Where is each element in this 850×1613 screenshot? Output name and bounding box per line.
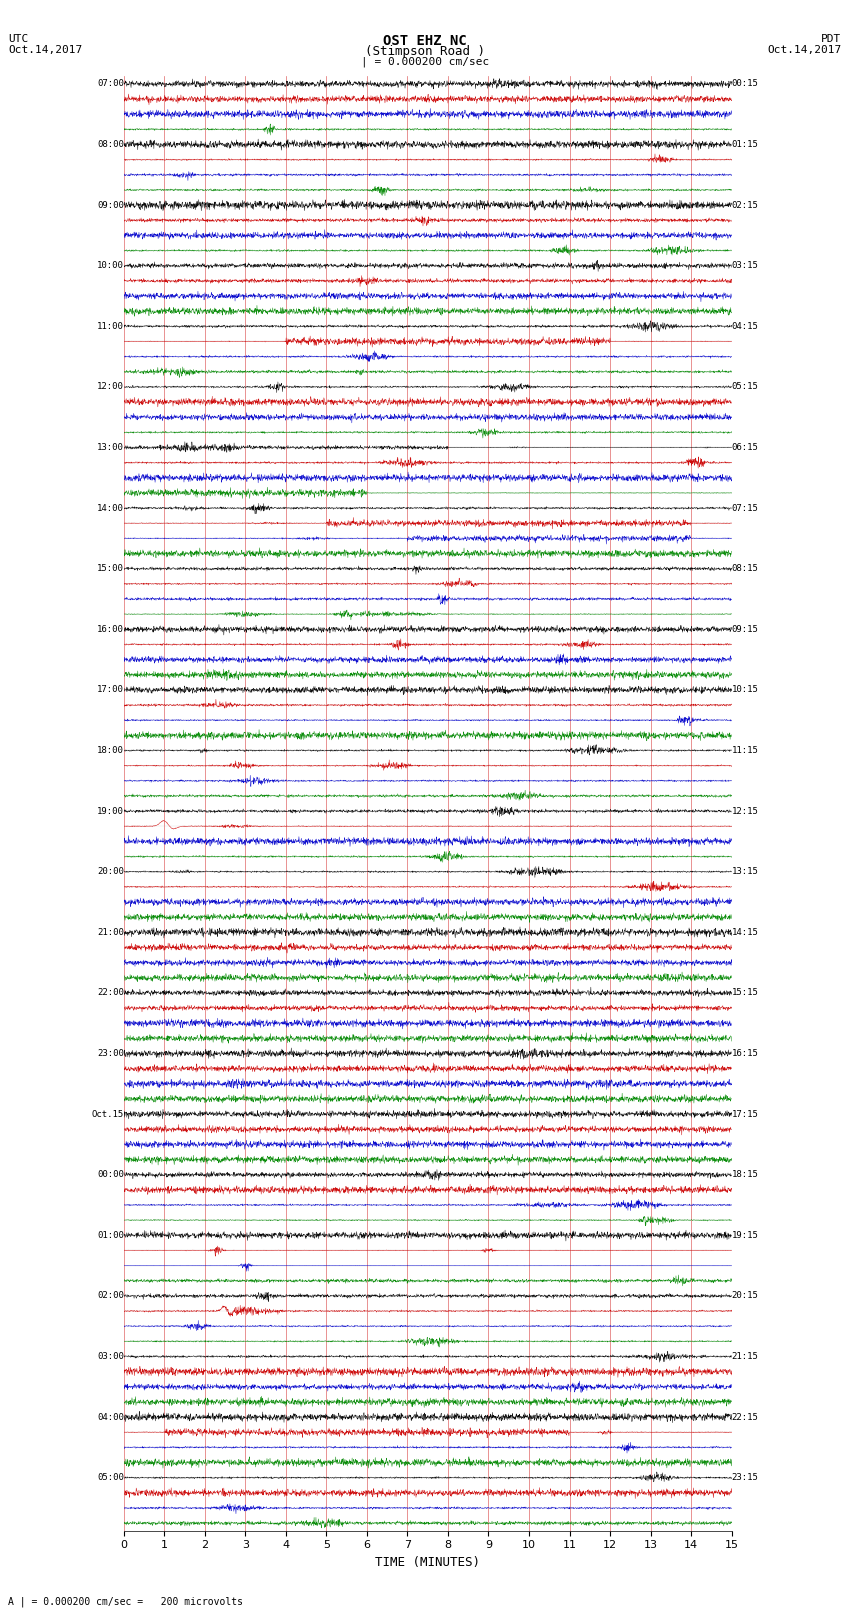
X-axis label: TIME (MINUTES): TIME (MINUTES) — [375, 1557, 480, 1569]
Text: 04:15: 04:15 — [732, 321, 758, 331]
Text: PDT: PDT — [821, 34, 842, 44]
Text: 07:15: 07:15 — [732, 503, 758, 513]
Text: 01:15: 01:15 — [732, 140, 758, 148]
Text: 13:00: 13:00 — [97, 444, 124, 452]
Text: 08:15: 08:15 — [732, 565, 758, 573]
Text: 05:15: 05:15 — [732, 382, 758, 392]
Text: 04:00: 04:00 — [97, 1413, 124, 1421]
Text: Oct.14,2017: Oct.14,2017 — [768, 45, 842, 55]
Text: A | = 0.000200 cm/sec =   200 microvolts: A | = 0.000200 cm/sec = 200 microvolts — [8, 1595, 243, 1607]
Text: 19:00: 19:00 — [97, 806, 124, 816]
Text: 17:00: 17:00 — [97, 686, 124, 694]
Text: Oct.15: Oct.15 — [92, 1110, 124, 1118]
Text: 00:15: 00:15 — [732, 79, 758, 89]
Text: Oct.14,2017: Oct.14,2017 — [8, 45, 82, 55]
Text: UTC: UTC — [8, 34, 29, 44]
Text: (Stimpson Road ): (Stimpson Road ) — [365, 45, 485, 58]
Text: 01:00: 01:00 — [97, 1231, 124, 1240]
Text: 00:00: 00:00 — [97, 1169, 124, 1179]
Text: 10:15: 10:15 — [732, 686, 758, 694]
Text: OST EHZ NC: OST EHZ NC — [383, 34, 467, 48]
Text: 11:00: 11:00 — [97, 321, 124, 331]
Text: 02:00: 02:00 — [97, 1292, 124, 1300]
Text: 07:00: 07:00 — [97, 79, 124, 89]
Text: 03:00: 03:00 — [97, 1352, 124, 1361]
Text: 12:15: 12:15 — [732, 806, 758, 816]
Text: 17:15: 17:15 — [732, 1110, 758, 1118]
Text: 09:00: 09:00 — [97, 200, 124, 210]
Text: 03:15: 03:15 — [732, 261, 758, 269]
Text: 11:15: 11:15 — [732, 745, 758, 755]
Text: 05:00: 05:00 — [97, 1473, 124, 1482]
Text: 22:00: 22:00 — [97, 989, 124, 997]
Text: 10:00: 10:00 — [97, 261, 124, 269]
Text: 14:00: 14:00 — [97, 503, 124, 513]
Text: 12:00: 12:00 — [97, 382, 124, 392]
Text: 14:15: 14:15 — [732, 927, 758, 937]
Text: 15:00: 15:00 — [97, 565, 124, 573]
Text: 13:15: 13:15 — [732, 868, 758, 876]
Text: 09:15: 09:15 — [732, 624, 758, 634]
Text: 21:15: 21:15 — [732, 1352, 758, 1361]
Text: 23:00: 23:00 — [97, 1048, 124, 1058]
Text: 18:00: 18:00 — [97, 745, 124, 755]
Text: 18:15: 18:15 — [732, 1169, 758, 1179]
Text: 16:00: 16:00 — [97, 624, 124, 634]
Text: 20:00: 20:00 — [97, 868, 124, 876]
Text: | = 0.000200 cm/sec: | = 0.000200 cm/sec — [361, 56, 489, 68]
Text: 06:15: 06:15 — [732, 444, 758, 452]
Text: 23:15: 23:15 — [732, 1473, 758, 1482]
Text: 16:15: 16:15 — [732, 1048, 758, 1058]
Text: 08:00: 08:00 — [97, 140, 124, 148]
Text: 02:15: 02:15 — [732, 200, 758, 210]
Text: 20:15: 20:15 — [732, 1292, 758, 1300]
Text: 15:15: 15:15 — [732, 989, 758, 997]
Text: 21:00: 21:00 — [97, 927, 124, 937]
Text: 22:15: 22:15 — [732, 1413, 758, 1421]
Text: 19:15: 19:15 — [732, 1231, 758, 1240]
